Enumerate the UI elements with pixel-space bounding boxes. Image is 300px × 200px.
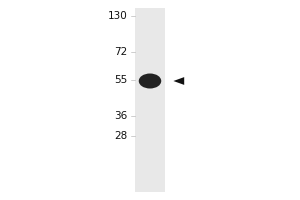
Text: 28: 28 <box>114 131 128 141</box>
Text: 72: 72 <box>114 47 128 57</box>
Bar <box>135 8 165 192</box>
Polygon shape <box>173 77 184 85</box>
Text: 55: 55 <box>114 75 128 85</box>
Text: 130: 130 <box>108 11 127 21</box>
Ellipse shape <box>139 73 161 88</box>
Text: 36: 36 <box>114 111 128 121</box>
